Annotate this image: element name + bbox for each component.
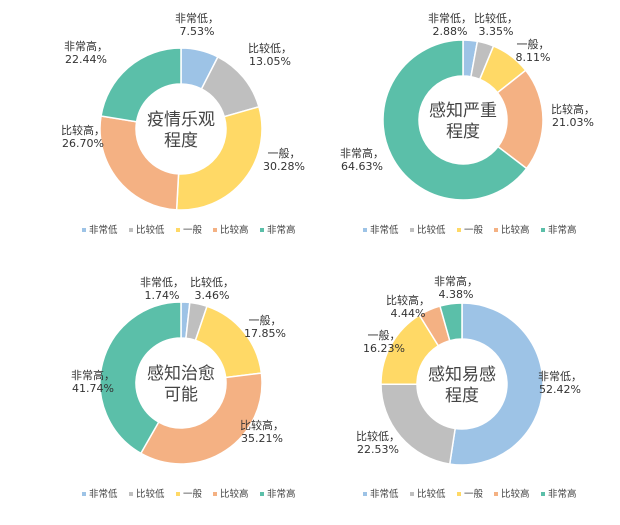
slice-非常高 bbox=[382, 39, 528, 201]
chart-title: 感知严重程度 bbox=[429, 101, 497, 142]
legend-item: 比较低 bbox=[410, 488, 446, 500]
legend-label: 比较低 bbox=[417, 488, 446, 500]
data-label: 比较高， 26.70% bbox=[61, 123, 105, 150]
legend-marker bbox=[260, 492, 264, 496]
legend-item: 非常低 bbox=[82, 488, 118, 500]
legend-label: 比较高 bbox=[220, 224, 249, 236]
data-label: 比较低， 13.05% bbox=[248, 41, 292, 68]
donut-chart-2: 非常低， 2.88%比较低， 3.35%一般， 8.11% 比较高， 21.03% 非常高，… bbox=[340, 11, 595, 236]
legend-item: 一般 bbox=[457, 224, 484, 236]
legend-marker bbox=[129, 492, 133, 496]
legend-label: 非常高 bbox=[548, 488, 577, 500]
data-label: 非常高， 22.44% bbox=[64, 39, 108, 66]
legend-marker bbox=[541, 228, 545, 232]
legend-item: 一般 bbox=[176, 224, 203, 236]
legend-marker bbox=[82, 228, 86, 232]
legend-item: 比较高 bbox=[494, 224, 530, 236]
legend-label: 比较低 bbox=[136, 224, 165, 236]
legend-label: 非常高 bbox=[267, 224, 296, 236]
slice-比较高 bbox=[139, 372, 263, 465]
slice-非常低 bbox=[448, 302, 544, 466]
legend-item: 比较高 bbox=[213, 224, 249, 236]
data-label: 非常低， 7.53% bbox=[175, 12, 219, 38]
legend-marker bbox=[213, 228, 217, 232]
chart-title: 疫情乐观程度 bbox=[147, 110, 215, 151]
legend-label: 比较低 bbox=[136, 488, 165, 500]
slice-比较高 bbox=[99, 115, 180, 211]
data-label: 非常高， 4.38% bbox=[434, 274, 478, 301]
legend-label: 非常高 bbox=[548, 224, 577, 236]
legend-marker bbox=[82, 492, 86, 496]
data-label: 一般， 17.85% bbox=[244, 314, 286, 340]
legend-marker bbox=[363, 492, 367, 496]
legend-label: 非常高 bbox=[267, 488, 296, 500]
legend-item: 非常低 bbox=[363, 224, 399, 236]
legend-label: 比较高 bbox=[220, 488, 249, 500]
slice-一般 bbox=[175, 105, 263, 211]
legend-item: 一般 bbox=[176, 488, 203, 500]
legend-item: 比较低 bbox=[410, 224, 446, 236]
data-label: 比较高， 21.03% bbox=[551, 102, 595, 129]
data-label: 比较低， 3.46% bbox=[190, 275, 234, 302]
slice-非常高 bbox=[100, 47, 182, 123]
legend-item: 非常低 bbox=[363, 488, 399, 500]
legend-item: 非常高 bbox=[541, 224, 577, 236]
slice-非常高 bbox=[99, 301, 182, 455]
legend-item: 非常高 bbox=[260, 224, 296, 236]
legend-marker bbox=[541, 492, 545, 496]
slice-非常高 bbox=[439, 302, 463, 342]
legend-item: 一般 bbox=[457, 488, 484, 500]
legend-label: 一般 bbox=[464, 224, 484, 236]
legend-label: 非常低 bbox=[370, 488, 399, 500]
legend-label: 比较高 bbox=[501, 488, 530, 500]
chart-title: 感知治愈可能 bbox=[147, 364, 215, 405]
legend-item: 非常高 bbox=[260, 488, 296, 500]
legend-marker bbox=[213, 492, 217, 496]
donut-chart-4: 非常低， 52.42%比较低， 22.53%一般， 16.23%比较高， 4.44%非常… bbox=[356, 274, 582, 500]
data-label: 比较高， 35.21% bbox=[240, 418, 284, 445]
legend-marker bbox=[457, 228, 461, 232]
data-label: 非常高， 64.63% bbox=[340, 146, 384, 173]
legend-marker bbox=[176, 492, 180, 496]
legend-label: 比较低 bbox=[417, 224, 446, 236]
legend-label: 比较高 bbox=[501, 224, 530, 236]
data-label: 比较低， 22.53% bbox=[356, 429, 400, 456]
legend-marker bbox=[410, 492, 414, 496]
legend-item: 比较低 bbox=[129, 224, 165, 236]
data-label: 非常低， 2.88% bbox=[428, 12, 472, 38]
legend-item: 比较低 bbox=[129, 488, 165, 500]
legend-item: 非常高 bbox=[541, 488, 577, 500]
legend-marker bbox=[363, 228, 367, 232]
legend-item: 比较高 bbox=[213, 488, 249, 500]
data-label: 非常低， 52.42% bbox=[538, 370, 582, 396]
legend-marker bbox=[494, 492, 498, 496]
data-label: 一般， 30.28% bbox=[263, 147, 305, 173]
data-label: 比较低， 3.35% bbox=[474, 11, 518, 38]
legend-marker bbox=[494, 228, 498, 232]
legend-label: 非常低 bbox=[370, 224, 399, 236]
legend-label: 非常低 bbox=[89, 224, 118, 236]
donut-chart-1: 非常低， 7.53% 比较低， 13.05% 一般， 30.28% 比较高， 26.70% 非常… bbox=[61, 12, 305, 236]
legend-marker bbox=[260, 228, 264, 232]
legend-label: 一般 bbox=[464, 488, 484, 500]
legend-marker bbox=[129, 228, 133, 232]
legend-item: 比较高 bbox=[494, 488, 530, 500]
legend-label: 一般 bbox=[183, 488, 203, 500]
legend-marker bbox=[410, 228, 414, 232]
data-label: 非常高， 41.74% bbox=[71, 368, 115, 395]
data-label: 一般， 16.23% bbox=[363, 329, 405, 355]
legend-marker bbox=[176, 228, 180, 232]
data-label: 一般， 8.11% bbox=[516, 38, 551, 64]
legend-marker bbox=[457, 492, 461, 496]
legend-label: 非常低 bbox=[89, 488, 118, 500]
donut-chart-3: 非常低， 1.74%比较低， 3.46% 一般， 17.85% 比较高， 35.21% 非常高… bbox=[71, 275, 296, 500]
chart-title: 感知易感程度 bbox=[428, 365, 496, 406]
legend-label: 一般 bbox=[183, 224, 203, 236]
data-label: 非常低， 1.74% bbox=[140, 276, 184, 302]
data-label: 比较高， 4.44% bbox=[386, 293, 430, 320]
legend-item: 非常低 bbox=[82, 224, 118, 236]
